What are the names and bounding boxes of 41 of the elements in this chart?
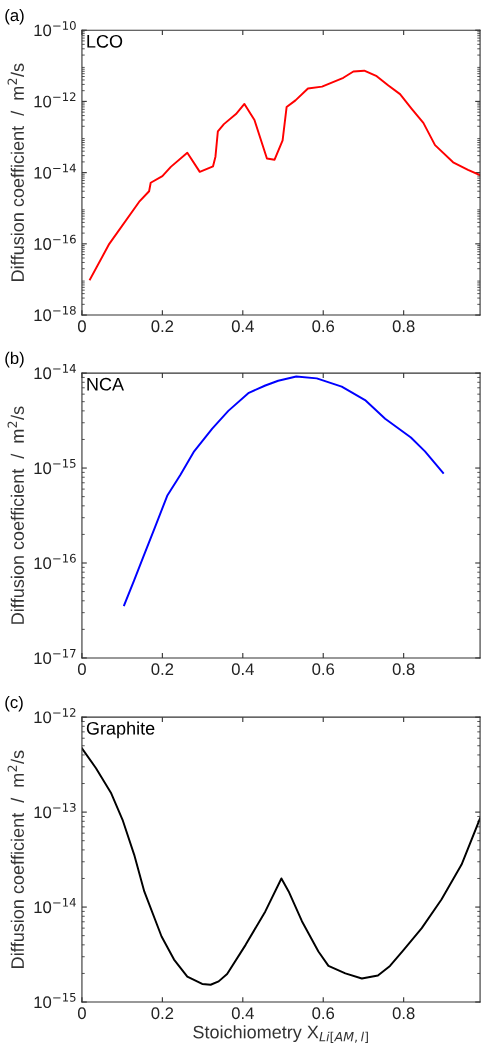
x-tick-label: 0.4: [231, 320, 254, 333]
y-tick-label: 10$^{−14}$: [34, 163, 76, 179]
y-tick-label: 10$^{−13}$: [34, 802, 76, 819]
x-tick-label: 0.4: [231, 1007, 254, 1020]
x-tick-label: 0.6: [312, 320, 335, 333]
chart-title: (a): [5, 8, 24, 25]
chart-title: (b): [5, 351, 24, 368]
x-tick-label: 0.6: [312, 1007, 335, 1020]
y-tick-label: 10$^{−12}$: [34, 92, 76, 108]
line-series: [81, 747, 481, 986]
annotation: LCO: [87, 34, 123, 48]
y-tick-label: 10$^{−16}$: [34, 234, 76, 250]
y-tick-label: 10$^{−17}$: [34, 649, 76, 665]
y-tick-label: 10$^{−10}$: [34, 21, 76, 37]
x-tick-label: 0: [77, 320, 86, 333]
x-tick-label: 0.2: [151, 1007, 174, 1020]
line-series: [89, 69, 481, 281]
x-tick-label: 0.8: [392, 663, 415, 676]
y-axis-title: Diffusion coefficient / m$^{2}$/s: [7, 406, 24, 624]
y-tick-label: 10$^{−14}$: [34, 364, 76, 380]
x-tick-label: 0.4: [231, 663, 254, 676]
x-tick-label: 0.2: [151, 320, 174, 333]
annotation: Graphite: [86, 721, 155, 739]
line-series: [123, 375, 445, 607]
y-tick-label: 10$^{−18}$: [34, 305, 76, 322]
annotation: NCA: [87, 377, 125, 391]
x-tick-label: 0.2: [151, 663, 174, 676]
x-axis-title: Stoichiometry X$_{Li[AM,l]}$: [193, 1025, 368, 1043]
y-axis-title: Diffusion coefficient / m$^{2}$/s: [7, 63, 24, 281]
x-tick-label: 0.6: [312, 663, 335, 676]
x-tick-label: 0: [77, 1007, 86, 1020]
y-tick-label: 10$^{−14}$: [34, 898, 76, 914]
y-axis-title: Diffusion coefficient / m$^{2}$/s: [7, 750, 24, 968]
x-tick-label: 0.8: [392, 1007, 415, 1020]
y-tick-label: 10$^{−15}$: [34, 459, 76, 475]
y-tick-label: 10$^{−12}$: [34, 708, 76, 724]
x-tick-label: 0.8: [392, 320, 415, 333]
y-tick-label: 10$^{−15}$: [34, 993, 76, 1009]
chart-title: (c): [5, 695, 23, 712]
y-tick-label: 10$^{−16}$: [34, 553, 76, 570]
x-tick-label: 0: [77, 663, 86, 676]
